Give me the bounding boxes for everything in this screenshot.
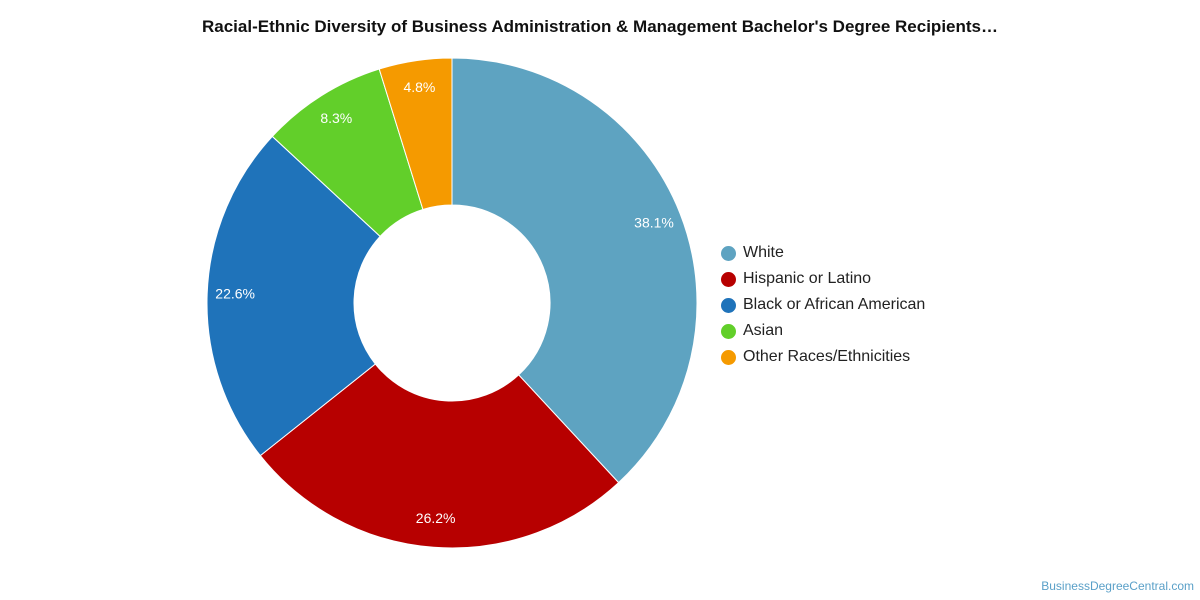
slice-label-black-or-african-american: 22.6% <box>215 286 255 302</box>
legend-marker-icon <box>721 271 736 287</box>
legend-item-asian[interactable]: Asian <box>721 318 925 344</box>
legend-marker-icon <box>721 323 736 339</box>
slice-label-asian: 8.3% <box>320 110 352 126</box>
slice-white[interactable] <box>451 57 698 484</box>
donut-slices <box>206 57 698 549</box>
legend-label: White <box>743 244 784 261</box>
donut-slice-labels: 38.1% 26.2% 22.6% 8.3% 4.8% <box>215 79 674 526</box>
slice-label-white: 38.1% <box>634 214 674 230</box>
slice-other-races-ethnicities[interactable] <box>378 57 453 211</box>
legend-label: Asian <box>743 322 784 339</box>
legend-item-white[interactable]: White <box>721 240 925 266</box>
legend-label: Hispanic or Latino <box>743 270 872 287</box>
legend-item-hispanic-or-latino[interactable]: Hispanic or Latino <box>721 266 925 292</box>
legend-label: Black or African American <box>743 296 926 313</box>
chart-legend: White Hispanic or Latino Black or African … <box>721 240 925 370</box>
slice-hispanic-or-latino[interactable] <box>259 363 620 549</box>
slice-label-other-races-ethnicities: 4.8% <box>403 79 435 95</box>
legend-marker-icon <box>721 245 736 261</box>
legend-item-black-or-african-american[interactable]: Black or African American <box>721 292 925 318</box>
slice-black-or-african-american[interactable] <box>206 135 381 457</box>
chart-title: Racial-Ethnic Diversity of Business Admi… <box>201 17 998 36</box>
slice-label-hispanic-or-latino: 26.2% <box>416 510 456 526</box>
legend-marker-icon <box>721 349 736 365</box>
legend-item-other-races-ethnicities[interactable]: Other Races/Ethnicities <box>721 344 925 370</box>
legend-marker-icon <box>721 297 736 313</box>
source-credit[interactable]: BusinessDegreeCentral.com <box>1041 579 1194 593</box>
legend-label: Other Races/Ethnicities <box>743 348 911 365</box>
